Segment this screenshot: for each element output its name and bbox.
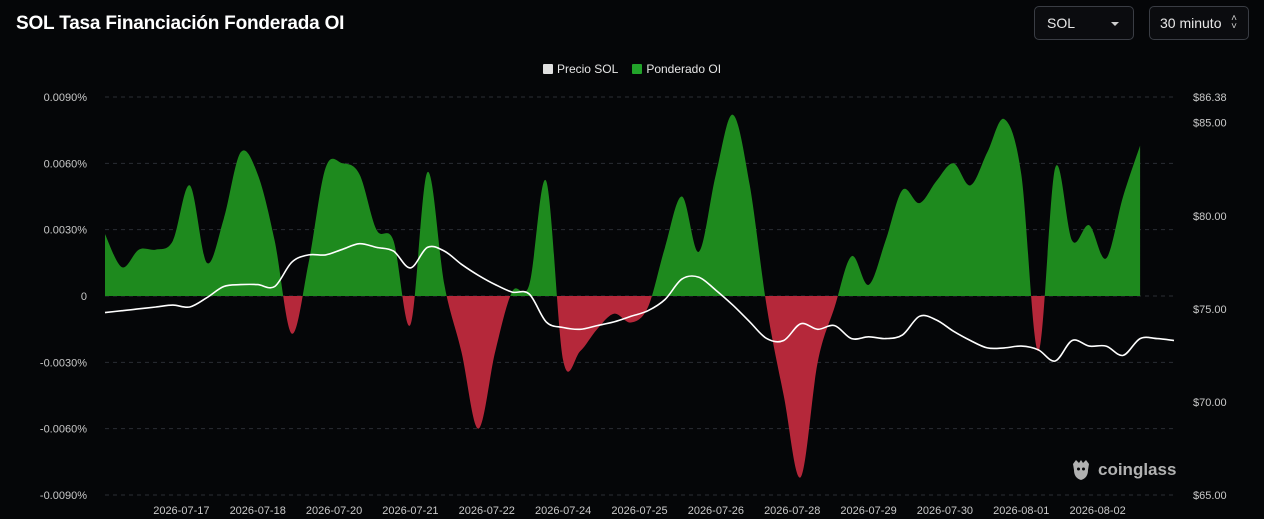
right-axis: $86.38 $85.00 $80.00 $75.00 $70.00 $65.00: [1193, 92, 1227, 502]
sort-arrows-icon: ˄ ˅: [1231, 13, 1237, 32]
x-tick-label: 2026-07-25: [611, 505, 667, 517]
price-line-path: [104, 242, 1175, 362]
oi-area-positive: [105, 114, 1141, 296]
legend-label-oi: Ponderado OI: [646, 62, 722, 76]
x-tick-label: 2026-08-02: [1070, 505, 1126, 517]
watermark-text: coinglass: [1098, 460, 1177, 479]
left-tick-label: -0.0060%: [40, 424, 87, 436]
x-tick-label: 2026-07-24: [535, 505, 591, 517]
legend-item-price[interactable]: Precio SOL: [542, 62, 619, 76]
right-tick-label: $86.38: [1193, 92, 1227, 104]
x-tick-label: 2026-07-17: [153, 505, 209, 517]
coinglass-watermark: coinglass: [1070, 458, 1176, 482]
right-tick-label: $70.00: [1193, 397, 1227, 409]
left-tick-label: -0.0030%: [40, 357, 87, 369]
x-axis: 2026-07-17 2026-07-18 2026-07-20 2026-07-21…: [153, 505, 1126, 517]
legend-item-oi[interactable]: Ponderado OI: [632, 62, 721, 76]
right-tick-label: $65.00: [1193, 490, 1227, 502]
legend-label-price: Precio SOL: [556, 62, 619, 76]
page-title: SOL Tasa Financiación Fonderada OI: [16, 13, 345, 34]
symbol-select[interactable]: SOL: [1034, 6, 1134, 40]
x-tick-label: 2026-07-28: [764, 505, 820, 517]
coinglass-logo-icon: [1073, 460, 1089, 480]
right-tick-label: $85.00: [1193, 118, 1227, 130]
oi-area: [105, 114, 1141, 478]
price-line: [104, 242, 1175, 362]
x-tick-label: 2026-07-21: [382, 505, 438, 517]
chart-legend: Precio SOL Ponderado OI: [0, 62, 1264, 76]
x-tick-label: 2026-07-22: [459, 505, 515, 517]
left-tick-label: 0.0090%: [44, 92, 88, 104]
x-tick-label: 2026-07-26: [688, 505, 744, 517]
interval-select[interactable]: 30 minuto ˄ ˅: [1149, 6, 1249, 40]
x-tick-label: 2026-08-01: [993, 505, 1049, 517]
chevron-down-icon: [1111, 22, 1119, 26]
right-tick-label: $75.00: [1193, 304, 1227, 316]
x-tick-label: 2026-07-18: [230, 505, 286, 517]
left-axis: 0.0090% 0.0060% 0.0030% 0 -0.0030% -0.0060% -0…: [40, 92, 87, 502]
x-tick-label: 2026-07-30: [917, 505, 973, 517]
x-tick-label: 2026-07-29: [840, 505, 896, 517]
left-tick-label: 0.0060%: [44, 158, 88, 170]
oi-area-negative: [105, 296, 1141, 478]
x-tick-label: 2026-07-20: [306, 505, 362, 517]
legend-swatch-oi: [632, 64, 643, 74]
right-tick-label: $80.00: [1193, 211, 1227, 223]
left-tick-label: -0.0090%: [40, 490, 87, 502]
symbol-select-value: SOL: [1047, 15, 1076, 31]
left-tick-label: 0: [81, 291, 87, 303]
legend-swatch-price: [542, 64, 553, 74]
interval-select-value: 30 minuto: [1160, 15, 1222, 31]
left-tick-label: 0.0030%: [44, 225, 88, 237]
